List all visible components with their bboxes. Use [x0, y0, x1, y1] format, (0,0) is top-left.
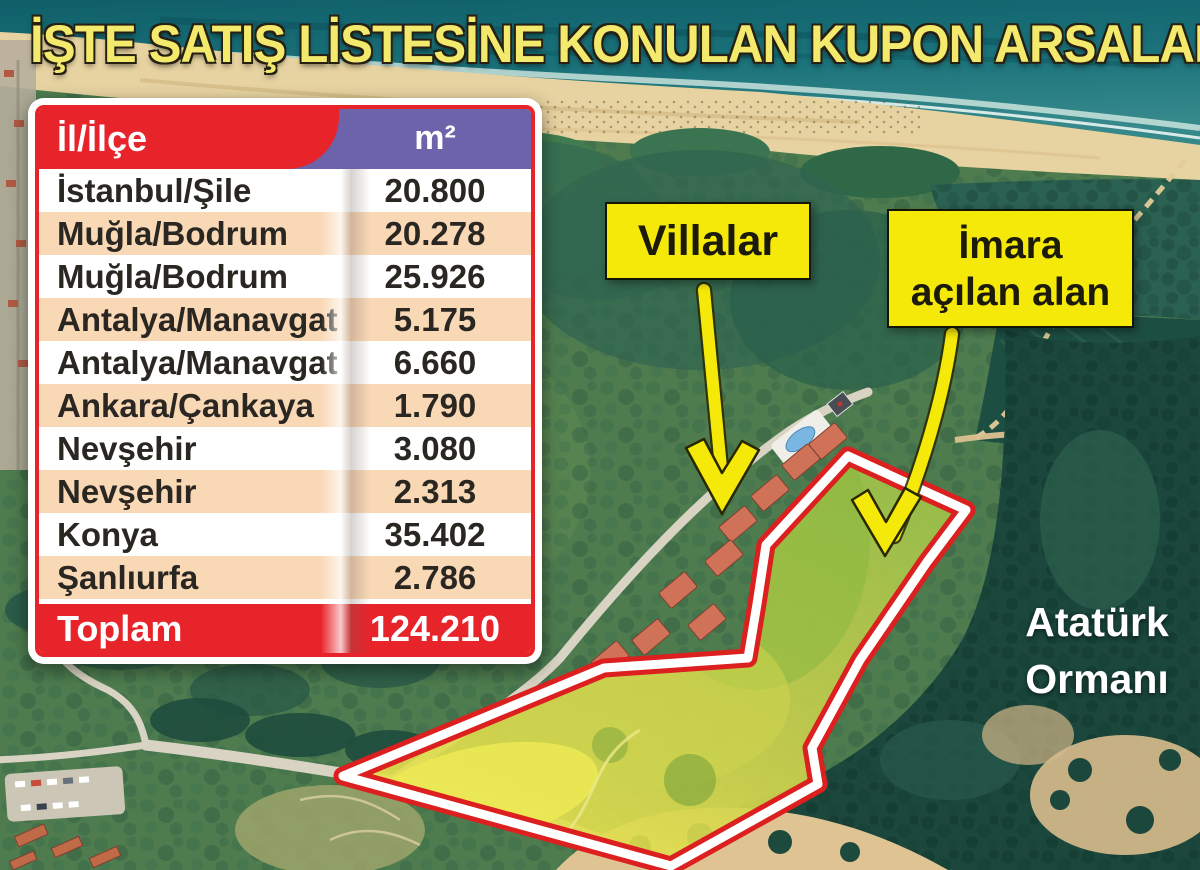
- table-row: Nevşehir 3.080: [39, 427, 531, 470]
- row-area: 5.175: [393, 300, 477, 338]
- table-row: Antalya/Manavgat 5.175: [39, 298, 531, 341]
- row-location: Nevşehir: [57, 429, 197, 467]
- column-header-location: İl/İlçe: [57, 118, 148, 159]
- row-area: 35.402: [384, 515, 486, 553]
- row-location: Ankara/Çankaya: [57, 386, 314, 424]
- row-area: 20.800: [384, 171, 486, 209]
- row-location: Muğla/Bodrum: [57, 214, 288, 252]
- development-label-line1: İmara: [958, 223, 1063, 267]
- development-area-label: İmara açılan alan: [887, 209, 1134, 328]
- table-row: Muğla/Bodrum 25.926: [39, 255, 531, 298]
- row-location: Muğla/Bodrum: [57, 257, 288, 295]
- parcel-table: İl/İlçe m² İstanbul/Şile 20.800 Muğla/Bod…: [28, 98, 542, 664]
- total-area: 124.210: [369, 607, 501, 649]
- parking-lot: [4, 766, 126, 822]
- row-location: Nevşehir: [57, 472, 197, 510]
- table-row: İstanbul/Şile 20.800: [39, 169, 531, 212]
- table-row: Antalya/Manavgat 6.660: [39, 341, 531, 384]
- table-total-row: Toplam 124.210: [39, 599, 531, 653]
- table-row: Şanlıurfa 2.786: [39, 556, 531, 599]
- table-row: Muğla/Bodrum 20.278: [39, 212, 531, 255]
- forest-label: Atatürk Ormanı: [1012, 594, 1182, 708]
- row-location: Antalya/Manavgat: [57, 343, 338, 381]
- row-location: Şanlıurfa: [57, 558, 199, 596]
- row-area: 1.790: [393, 386, 477, 424]
- table-row: Konya 35.402: [39, 513, 531, 556]
- sports-court: [826, 390, 854, 418]
- villas-label-text: Villalar: [637, 216, 779, 265]
- table-rows: İstanbul/Şile 20.800 Muğla/Bodrum 20.278 M…: [39, 169, 531, 599]
- row-location: Konya: [57, 515, 158, 553]
- total-label: Toplam: [57, 607, 183, 649]
- row-area: 2.786: [393, 558, 477, 596]
- table-row: Ankara/Çankaya 1.790: [39, 384, 531, 427]
- row-location: Antalya/Manavgat: [57, 300, 338, 338]
- header-red-cell: [39, 109, 339, 169]
- villas-label: Villalar: [605, 202, 811, 280]
- table-header: İl/İlçe m²: [39, 109, 531, 169]
- parcel-table-inner: İl/İlçe m² İstanbul/Şile 20.800 Muğla/Bod…: [35, 105, 535, 657]
- row-area: 20.278: [384, 214, 486, 252]
- headline: İŞTE SATIŞ LİSTESİNE KONULAN KUPON ARSAL…: [30, 15, 1200, 74]
- row-location: İstanbul/Şile: [57, 171, 252, 209]
- development-area-arrow: [850, 325, 961, 558]
- row-area: 2.313: [393, 472, 477, 510]
- row-area: 25.926: [384, 257, 486, 295]
- forest-label-line1: Atatürk: [1025, 599, 1169, 645]
- row-area: 3.080: [393, 429, 477, 467]
- forest-label-line2: Ormanı: [1025, 656, 1169, 702]
- table-row: Nevşehir 2.313: [39, 470, 531, 513]
- development-label-line2: açılan alan: [910, 270, 1111, 314]
- villas-arrow: [684, 281, 761, 516]
- villa-houses: [590, 390, 854, 678]
- town-houses: [8, 823, 122, 870]
- column-header-area: m²: [414, 119, 456, 157]
- row-area: 6.660: [393, 343, 477, 381]
